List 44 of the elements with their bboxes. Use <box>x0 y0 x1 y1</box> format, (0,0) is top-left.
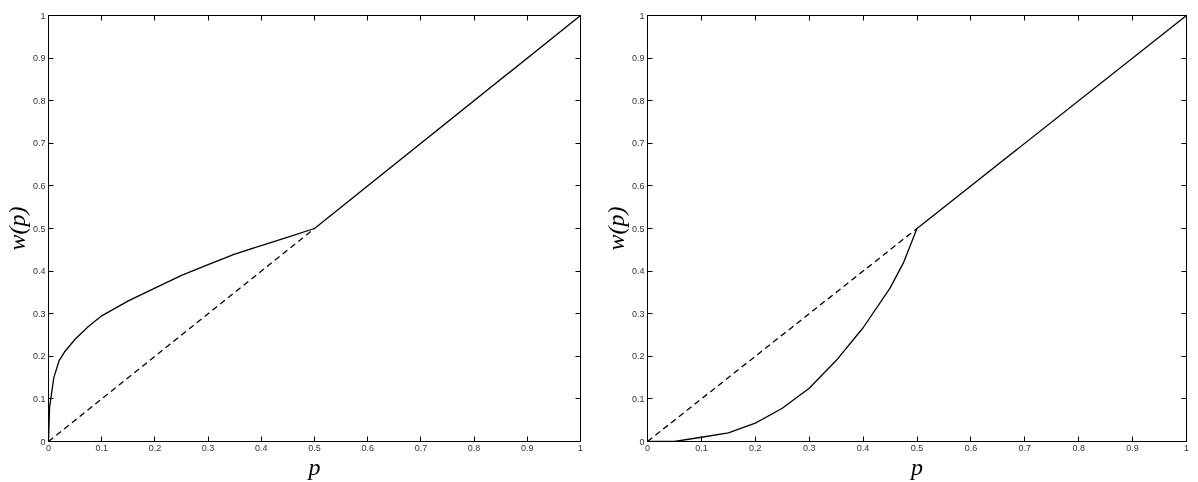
x-tick-label: 0.9 <box>521 442 534 453</box>
x-axis-title: p <box>909 453 923 480</box>
y-axis-title: w(p) <box>3 206 30 251</box>
y-tick-label: 0.1 <box>631 393 645 404</box>
x-tick-label: 0.1 <box>695 442 708 453</box>
y-tick-label: 1 <box>40 10 46 21</box>
x-tick-label: 0.3 <box>802 442 816 453</box>
y-tick-label: 1 <box>639 10 645 21</box>
y-tick-label: 0.7 <box>631 138 645 149</box>
x-tick-label: 0.9 <box>1126 442 1139 453</box>
x-tick-label: 0.4 <box>856 442 870 453</box>
y-tick-label: 0.4 <box>32 266 46 277</box>
x-tick-label: 0.6 <box>361 442 374 453</box>
x-tick-label: 0.6 <box>964 442 978 453</box>
x-tick-label: 0.8 <box>467 442 481 453</box>
x-tick-label: 0.7 <box>414 442 428 453</box>
y-tick-label: 0.9 <box>631 53 645 64</box>
x-tick-label: 0.2 <box>148 442 162 453</box>
y-tick-label: 0.5 <box>32 223 46 234</box>
y-tick-label: 0.8 <box>32 95 46 106</box>
y-tick-label: 0.4 <box>631 266 645 277</box>
x-tick-label: 0.7 <box>1018 442 1032 453</box>
y-tick-label: 0.1 <box>32 393 46 404</box>
x-tick-label: 0.8 <box>1072 442 1085 453</box>
y-tick-label: 0.6 <box>631 180 645 191</box>
x-tick-label: 1 <box>1184 442 1190 453</box>
y-tick-label: 0.9 <box>32 53 46 64</box>
x-tick-label: 0.5 <box>910 442 924 453</box>
x-tick-label: 0.4 <box>255 442 268 453</box>
y-tick-label: 0.8 <box>631 95 645 106</box>
x-tick-label: 1 <box>578 442 584 453</box>
x-axis-title: p <box>306 453 321 480</box>
x-tick-label: 0.1 <box>95 442 108 453</box>
y-tick-label: 0.2 <box>631 351 645 362</box>
y-axis-title: w(p) <box>602 206 629 251</box>
x-tick-label: 0.2 <box>749 442 762 453</box>
y-tick-label: 0.3 <box>631 308 645 319</box>
y-tick-label: 0.3 <box>32 308 46 319</box>
y-tick-label: 0.7 <box>32 138 46 149</box>
y-tick-label: 0.5 <box>631 223 645 234</box>
x-tick-label: 0.3 <box>201 442 215 453</box>
y-tick-label: 0.6 <box>32 180 46 191</box>
x-tick-label: 0.5 <box>308 442 321 453</box>
y-tick-label: 0.2 <box>32 351 46 362</box>
